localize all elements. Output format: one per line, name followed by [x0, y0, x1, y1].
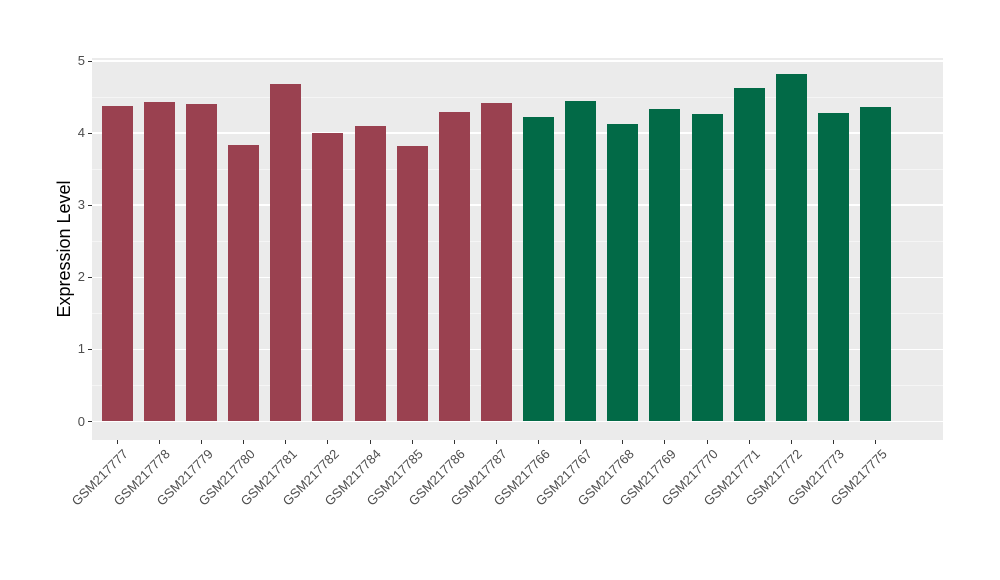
bar — [480, 102, 512, 422]
x-tick-mark — [580, 440, 582, 444]
bar — [438, 112, 470, 422]
bar — [775, 73, 807, 422]
x-tick-mark — [116, 440, 118, 444]
bar — [270, 84, 302, 422]
y-tick-label: 2 — [77, 269, 85, 285]
gridline-major — [92, 420, 943, 423]
bar — [733, 88, 765, 422]
bar — [649, 108, 681, 422]
gridline-major — [92, 132, 943, 134]
plot-panel — [92, 58, 943, 440]
bar — [186, 104, 218, 422]
y-tick-mark — [88, 276, 92, 278]
x-tick-mark — [285, 440, 287, 444]
gridline-major — [92, 348, 943, 351]
y-tick-label: 4 — [77, 125, 85, 141]
bar — [860, 107, 892, 422]
x-tick-mark — [875, 440, 877, 444]
x-tick-mark — [748, 440, 750, 444]
y-tick-mark — [88, 348, 92, 350]
x-tick-mark — [538, 440, 540, 444]
gridline-minor — [92, 312, 943, 314]
gridline-minor — [92, 168, 943, 170]
gridline-minor — [92, 240, 943, 242]
bar — [396, 146, 428, 422]
y-tick-label: 3 — [77, 197, 85, 213]
y-tick-mark — [88, 421, 92, 422]
bar — [354, 125, 386, 422]
bar — [523, 117, 555, 422]
y-tick-mark — [88, 60, 92, 62]
gridline-major — [92, 204, 943, 206]
x-tick-mark — [622, 440, 624, 444]
x-tick-mark — [369, 440, 371, 444]
x-tick-mark — [411, 440, 413, 444]
x-tick-mark — [664, 440, 666, 444]
bar — [312, 133, 344, 422]
y-tick-label: 5 — [77, 53, 85, 68]
y-tick-mark — [88, 204, 92, 206]
gridline-minor — [92, 96, 943, 98]
x-tick-mark — [327, 440, 329, 444]
y-tick-label: 1 — [77, 341, 85, 357]
bar — [143, 102, 175, 422]
gridline-major — [92, 276, 943, 279]
x-tick-mark — [243, 440, 245, 444]
bar — [101, 106, 133, 422]
gridline-minor — [92, 384, 943, 386]
bar — [228, 145, 260, 422]
y-tick-label: 0 — [77, 413, 85, 429]
bar — [565, 100, 597, 422]
x-tick-mark — [453, 440, 455, 444]
y-tick-mark — [88, 132, 92, 134]
bar — [817, 112, 849, 422]
x-tick-mark — [495, 440, 497, 444]
bar — [607, 123, 639, 422]
x-tick-mark — [790, 440, 792, 444]
x-tick-mark — [158, 440, 160, 444]
x-tick-mark — [706, 440, 708, 444]
x-tick-mark — [832, 440, 834, 444]
x-tick-mark — [201, 440, 203, 444]
bar — [691, 114, 723, 422]
gridline-major — [92, 60, 943, 62]
